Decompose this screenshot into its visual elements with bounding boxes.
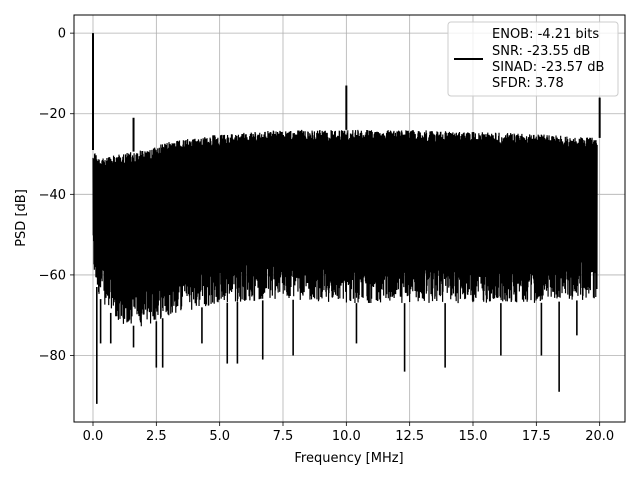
x-axis-label: Frequency [MHz]: [294, 451, 403, 466]
y-axis-ticks: 0 −20 −40 −60 −80: [39, 27, 74, 364]
y-tick-label: −40: [39, 188, 66, 203]
y-axis-label: PSD [dB]: [14, 189, 29, 247]
legend: ENOB: -4.21 bits SNR: -23.55 dB SINAD: -…: [447, 21, 619, 97]
x-tick-label: 0.0: [83, 429, 104, 444]
plot-frame: [73, 14, 626, 423]
legend-entry: SINAD: -23.57 dB: [492, 60, 604, 75]
x-tick-label: 5.0: [209, 429, 230, 444]
legend-entry: SNR: -23.55 dB: [492, 44, 590, 59]
x-tick-label: 17.5: [522, 429, 551, 444]
x-tick-label: 20.0: [585, 429, 614, 444]
legend-box: [447, 21, 619, 97]
legend-entry: SFDR: 3.78: [492, 76, 564, 91]
x-tick-label: 15.0: [459, 429, 488, 444]
psd-trace: [92, 129, 598, 327]
legend-entry: ENOB: -4.21 bits: [492, 27, 599, 42]
x-tick-label: 7.5: [273, 429, 294, 444]
y-tick-label: −80: [39, 349, 66, 364]
x-tick-label: 10.0: [332, 429, 361, 444]
y-tick-label: 0: [58, 27, 66, 42]
y-tick-label: −20: [39, 107, 66, 122]
y-tick-label: −60: [39, 268, 66, 283]
x-tick-label: 2.5: [146, 429, 167, 444]
psd-series: [92, 33, 601, 404]
x-axis-ticks: 0.0 2.5 5.0 7.5 10.0 12.5 15.0 17.5 20.0: [83, 422, 614, 444]
x-tick-label: 12.5: [395, 429, 424, 444]
